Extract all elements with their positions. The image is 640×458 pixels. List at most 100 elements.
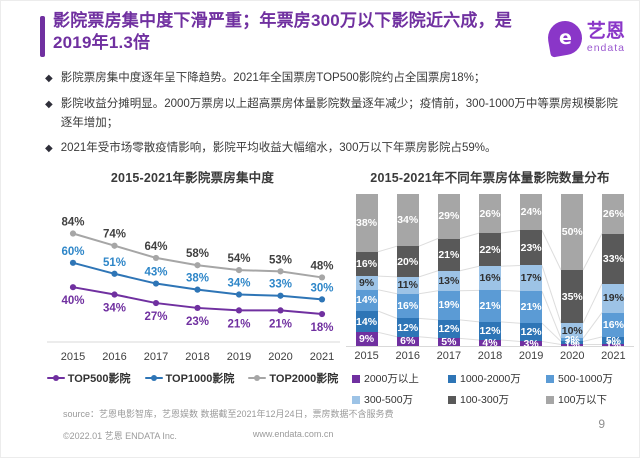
diamond-bullet-icon: ◆ <box>45 99 53 110</box>
legend-line-marker <box>248 375 267 381</box>
segment-label: 33% <box>602 252 624 265</box>
data-point <box>152 254 160 262</box>
segment-label: 50% <box>561 226 583 238</box>
segment-label: 16% <box>479 272 501 285</box>
legend-label: TOP1000影院 <box>165 373 235 385</box>
stacked-bar: 50% 35% 10% 2% 2% 1% <box>561 194 584 351</box>
bar-segment: 23% <box>520 230 543 266</box>
data-point <box>152 299 160 307</box>
bar-segment: 4% <box>478 337 501 349</box>
bar-segment: 19% <box>437 290 460 320</box>
segment-label: 13% <box>438 274 460 287</box>
segment-label: 1% <box>564 339 580 352</box>
bar-segment: 11% <box>396 276 419 294</box>
data-point <box>194 262 201 269</box>
footer-copyright: ©2022.01 艺恩 ENDATA Inc. <box>63 431 177 441</box>
legend-label: 100-300万 <box>460 394 510 406</box>
bar-segment: 12% <box>520 323 543 342</box>
legend-item: 300-500万 <box>352 392 448 407</box>
footer-source: source：艺恩电影智库，艺恩娱数 数据截至2021年12月24日，票房数据不… <box>63 409 394 419</box>
x-tick-label: 2021 <box>310 351 334 363</box>
legend-swatch-icon <box>352 374 360 383</box>
data-label: 64% <box>144 241 167 253</box>
data-label: 30% <box>310 282 333 294</box>
legend-item: 500-1000万 <box>546 371 636 386</box>
stacked-bar: 24% 23% 17% 21% 12% 3% <box>520 194 543 350</box>
footer: source：艺恩电影智库，艺恩娱数 数据截至2021年12月24日，票房数据不… <box>63 407 394 442</box>
data-label: 21% <box>269 318 292 330</box>
data-label: 51% <box>103 257 126 269</box>
x-tick-label: 2018 <box>477 350 503 362</box>
data-point <box>277 268 284 275</box>
data-label: 43% <box>144 267 167 279</box>
data-point <box>318 310 326 318</box>
legend-label: TOP2000影院 <box>269 373 339 385</box>
segment-label: 14% <box>356 315 378 328</box>
legend-label: 500-1000万 <box>558 373 613 385</box>
x-tick-label: 2015 <box>354 350 379 362</box>
segment-label: 38% <box>356 216 378 229</box>
bar-segment: 16% <box>355 251 378 277</box>
bar-column: 38% 16% 9% 14% 14% 9% <box>346 194 387 346</box>
logo-text: 艺恩 endata <box>587 22 625 54</box>
legend-line-marker <box>144 375 163 381</box>
segment-label: 9% <box>358 333 375 346</box>
bar-segment: 13% <box>437 270 460 291</box>
bar-segment: 21% <box>437 238 460 271</box>
segment-label: 21% <box>438 248 460 261</box>
bar-segment: 14% <box>355 289 378 311</box>
diamond-bullet-icon: ◆ <box>45 143 53 155</box>
title-accent-bar <box>40 16 45 57</box>
x-tick-label: 2016 <box>102 351 126 363</box>
bar-chart-legend: 2000万以上 1000-2000万 500-1000万 300-500万 100-30… <box>352 371 634 407</box>
segment-label: 11% <box>397 279 418 292</box>
data-point <box>277 292 284 299</box>
bar-segment: 24% <box>520 194 543 231</box>
data-label: 38% <box>186 273 209 285</box>
data-label: 54% <box>227 253 250 265</box>
segment-label: 1% <box>605 339 621 352</box>
bar-segment: 22% <box>478 233 501 267</box>
data-point <box>111 242 118 249</box>
page-number: 9 <box>598 417 605 431</box>
legend-item: 1000-2000万 <box>448 371 546 386</box>
bar-segment: 1% <box>561 339 584 351</box>
line-chart-legend: TOP500影院 TOP1000影院 TOP2000影院 <box>39 370 346 386</box>
segment-label: 21% <box>520 301 542 314</box>
bar-segment: 9% <box>355 332 378 346</box>
bar-column: 26% 33% 19% 16% 5% 1% <box>593 194 634 351</box>
bar-column: 50% 35% 10% 2% 2% 1% <box>552 194 593 351</box>
x-tick-label: 2019 <box>518 350 544 362</box>
legend-item: TOP2000影院 <box>248 370 338 386</box>
segment-label: 29% <box>438 210 460 223</box>
data-label: 40% <box>61 295 84 307</box>
data-point <box>194 286 201 293</box>
bar-segment: 35% <box>561 270 584 324</box>
x-tick-label: 2017 <box>144 351 168 363</box>
legend-swatch-icon <box>448 395 456 404</box>
data-label: 53% <box>269 254 292 266</box>
bullet-list: ◆ 影院票房集中度逐年呈下降趋势。2021年全国票房TOP500影院约占全国票房1… <box>45 69 623 165</box>
bar-segment: 17% <box>520 265 543 292</box>
stacked-bar: 38% 16% 9% 14% 14% 9% <box>355 194 378 346</box>
data-point <box>111 291 118 298</box>
x-tick-label: 2017 <box>436 350 462 362</box>
segment-label: 21% <box>479 300 501 313</box>
bar-column: 24% 23% 17% 21% 12% 3% <box>511 194 552 350</box>
logo-subname: endata <box>586 42 625 55</box>
bar-segment: 34% <box>396 194 419 247</box>
legend-swatch-icon <box>546 395 554 404</box>
data-label: 34% <box>227 278 250 290</box>
data-point <box>235 291 243 298</box>
bullet-text: 影院收益分摊明显。2000万票房以上超高票房体量影院数量逐年减少；疫情前，300… <box>60 98 618 129</box>
segment-label: 6% <box>400 335 416 348</box>
data-point <box>194 304 201 312</box>
bullet-item: ◆ 影院票房集中度逐年呈下降趋势。2021年全国票房TOP500影院约占全国票房1… <box>45 69 623 88</box>
stacked-bar: 26% 33% 19% 16% 5% 1% <box>602 194 625 351</box>
legend-swatch-icon <box>448 374 456 383</box>
data-label: 60% <box>61 246 84 258</box>
segment-label: 5% <box>441 336 457 349</box>
segment-label: 12% <box>438 323 460 336</box>
line-chart-title: 2015-2021年影院票房集中度 <box>110 171 275 185</box>
bar-chart-plot: 38% 16% 9% 14% 14% 9% 34% 20% 11% 16% 12% 6% 29% 21% 1… <box>346 194 634 351</box>
